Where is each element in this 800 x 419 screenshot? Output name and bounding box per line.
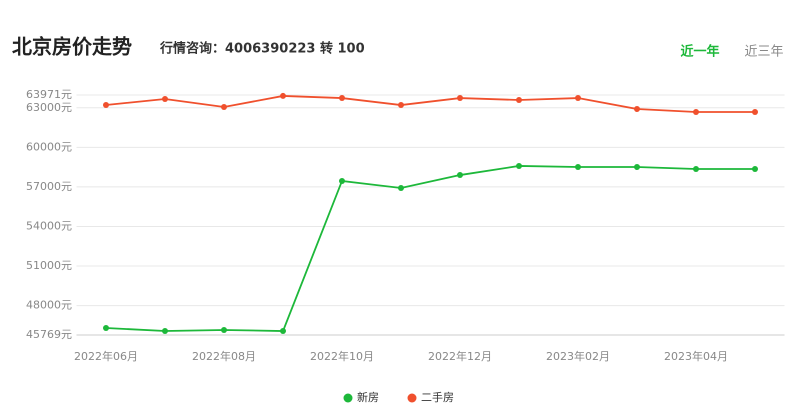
- data-point: [693, 109, 699, 116]
- data-point: [634, 164, 640, 171]
- subtitle: 行情咨询：4006390223 转 100: [159, 41, 365, 57]
- y-tick-label: 60000元: [26, 140, 72, 153]
- data-point: [398, 184, 404, 191]
- y-tick-label: 45769元: [26, 328, 72, 341]
- data-point: [103, 102, 109, 109]
- legend-label: 新房: [357, 390, 379, 404]
- y-tick-label: 63971元: [26, 88, 72, 101]
- legend-marker: [407, 393, 417, 403]
- data-point: [575, 95, 581, 102]
- x-tick-label: 2023年04月: [664, 349, 728, 363]
- legend-marker: [343, 393, 353, 403]
- series-line: [105, 95, 755, 113]
- data-point: [221, 104, 227, 111]
- data-point: [162, 95, 168, 102]
- data-point: [221, 326, 227, 333]
- y-tick-label: 57000元: [26, 180, 72, 193]
- data-point: [339, 177, 345, 184]
- data-point: [752, 165, 758, 172]
- data-point: [162, 328, 168, 335]
- y-tick-label: 54000元: [26, 219, 72, 232]
- x-tick-label: 2022年06月: [74, 349, 138, 363]
- data-point: [280, 92, 286, 99]
- data-point: [103, 324, 109, 331]
- data-point: [516, 97, 522, 104]
- x-tick-label: 2023年02月: [546, 349, 610, 363]
- data-point: [280, 328, 286, 335]
- data-point: [693, 165, 699, 172]
- y-tick-label: 51000元: [26, 259, 72, 272]
- data-point: [339, 95, 345, 102]
- data-point: [516, 162, 522, 169]
- range-tab[interactable]: 近一年: [680, 44, 719, 60]
- data-point: [752, 109, 758, 116]
- page-title: 北京房价走势: [12, 35, 132, 59]
- x-tick-label: 2022年12月: [428, 349, 492, 363]
- y-tick-label: 63000元: [26, 101, 72, 114]
- range-tab[interactable]: 近三年: [744, 45, 783, 60]
- y-tick-label: 48000元: [26, 299, 72, 312]
- x-tick-label: 2022年10月: [310, 349, 374, 363]
- data-point: [457, 172, 463, 179]
- series-line: [105, 165, 755, 332]
- data-point: [398, 102, 404, 109]
- x-tick-label: 2022年08月: [192, 349, 256, 363]
- data-point: [457, 95, 463, 102]
- data-point: [575, 164, 581, 171]
- legend-label: 二手房: [421, 390, 454, 404]
- data-point: [634, 105, 640, 112]
